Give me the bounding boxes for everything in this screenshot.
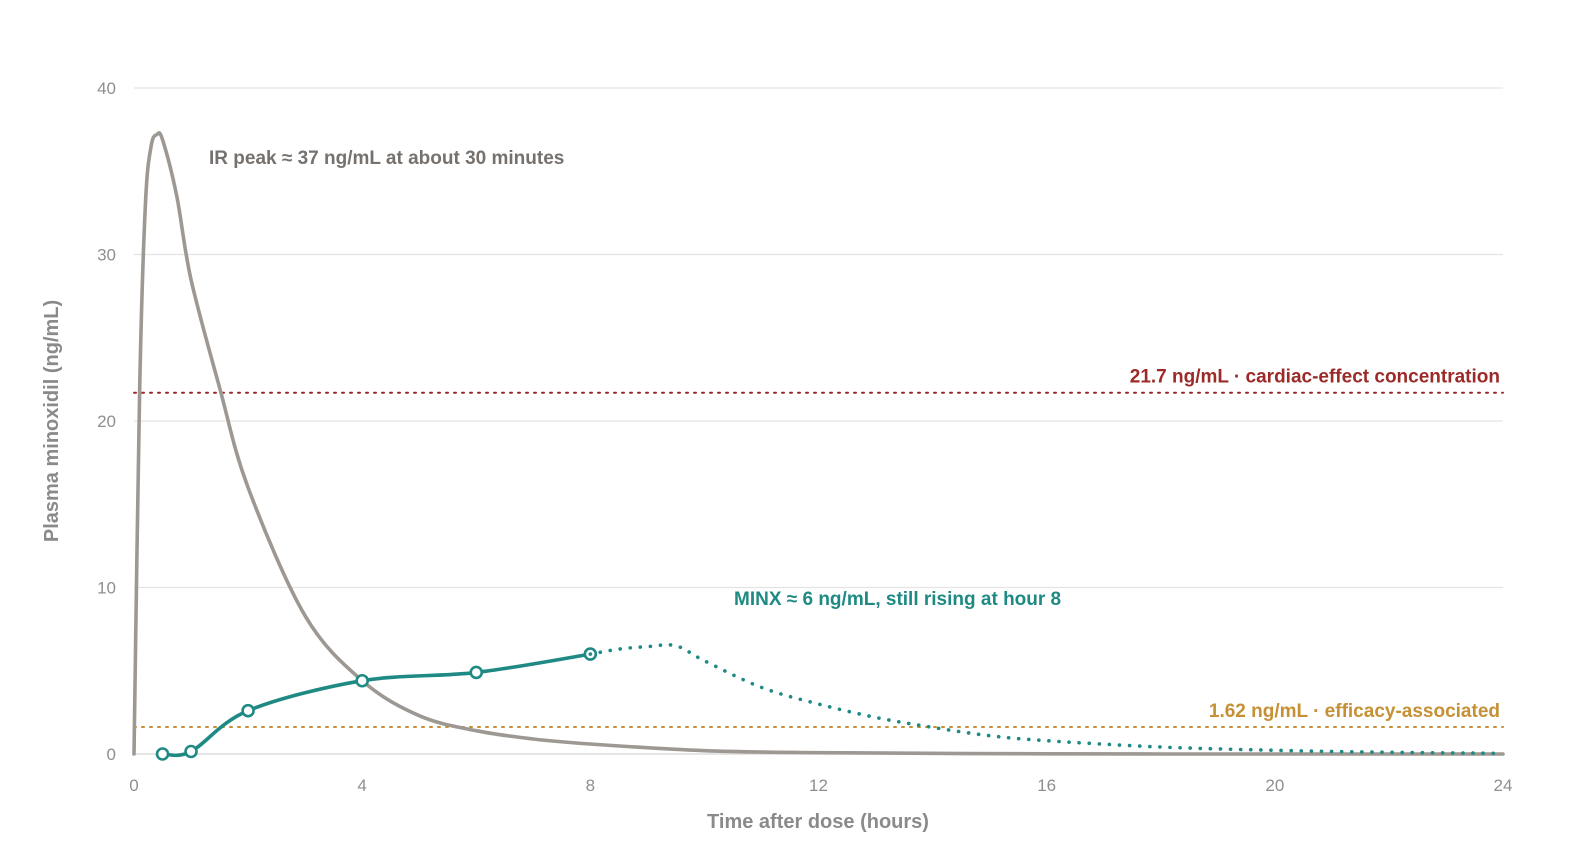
x-axis-title: Time after dose (hours) <box>707 811 929 833</box>
y-tick-label-20: 20 <box>97 412 116 431</box>
reference-label-efficacy: 1.62 ng/mL · efficacy-associated <box>1209 701 1500 722</box>
x-tick-label-16: 16 <box>1037 776 1056 795</box>
data-point-minx-6 <box>469 665 484 680</box>
x-tick-label-4: 4 <box>357 776 366 795</box>
x-tick-label-8: 8 <box>586 776 595 795</box>
series-line-ir <box>132 131 1505 756</box>
series-layer <box>132 131 1505 761</box>
annotation-ir: IR peak ≈ 37 ng/mL at about 30 minutes <box>209 148 564 169</box>
series-line-minx <box>160 652 593 758</box>
data-point-minx-4 <box>355 673 369 688</box>
data-point-minx-1 <box>184 744 198 759</box>
y-tick-label-30: 30 <box>97 246 116 265</box>
annotation-minx: MINX ≈ 6 ng/mL, still rising at hour 8 <box>734 589 1061 610</box>
y-tick-label-0: 0 <box>107 745 116 764</box>
x-tick-label-24: 24 <box>1494 776 1513 795</box>
x-tick-label-12: 12 <box>809 776 828 795</box>
annotations: IR peak ≈ 37 ng/mL at about 30 minutes MI… <box>209 148 1061 610</box>
reference-label-cardiac: 21.7 ng/mL · cardiac-effect concentratio… <box>1130 367 1500 388</box>
tick-labels: 0 10 20 30 40 0 4 8 12 16 20 24 <box>97 79 1512 795</box>
data-point-minx-2 <box>241 703 255 718</box>
y-axis-title: Plasma minoxidil (ng/mL) <box>41 300 63 542</box>
y-tick-label-40: 40 <box>97 79 116 98</box>
series-line-minx_projection <box>588 643 1505 756</box>
reference-lines: 21.7 ng/mL · cardiac-effect concentratio… <box>133 367 1504 729</box>
x-tick-label-0: 0 <box>129 776 138 795</box>
y-tick-label-10: 10 <box>97 579 116 598</box>
x-tick-label-20: 20 <box>1265 776 1284 795</box>
data-point-minx-0.5 <box>155 747 170 761</box>
grid-layer <box>134 87 1503 755</box>
